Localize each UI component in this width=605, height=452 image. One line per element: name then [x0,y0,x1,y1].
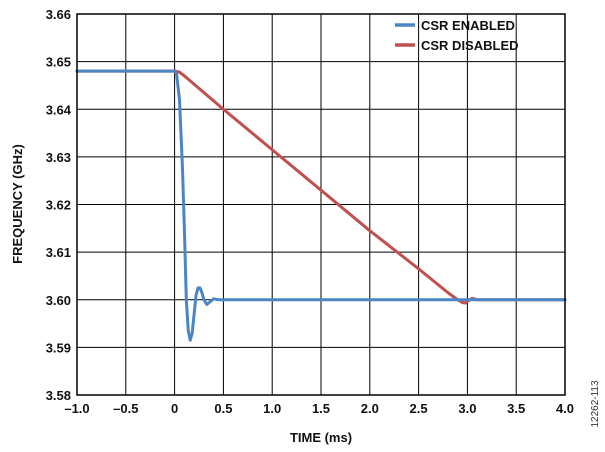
y-axis-title: FREQUENCY (GHz) [10,144,25,264]
y-tick-label: 3.64 [46,102,72,117]
legend-label-csr-enabled: CSR ENABLED [421,18,515,33]
x-tick-label: –0.5 [113,401,138,416]
x-tick-label: 4.0 [556,401,574,416]
x-tick-label: –1.0 [64,401,89,416]
x-tick-label: 3.0 [458,401,476,416]
legend-label-csr-disabled: CSR DISABLED [421,38,519,53]
x-tick-label: 0.5 [214,401,232,416]
x-tick-label: 1.0 [263,401,281,416]
y-tick-label: 3.62 [46,198,71,213]
x-tick-labels: –1.0 –0.5 0 0.5 1.0 1.5 2.0 2.5 3.0 3.5 4.0 [64,401,574,416]
x-tick-label: 0 [171,401,178,416]
y-tick-label: 3.60 [46,293,71,308]
x-tick-label: 2.0 [361,401,379,416]
x-tick-label: 1.5 [312,401,330,416]
legend: CSR ENABLED CSR DISABLED [395,18,519,53]
y-tick-label: 3.59 [46,340,71,355]
y-tick-label: 3.63 [46,150,71,165]
figure-id: 12262-113 [590,380,601,428]
x-axis-title: TIME (ms) [290,430,352,445]
series-layer [75,69,567,342]
x-tick-label: 3.5 [507,401,525,416]
x-tick-label: 2.5 [410,401,428,416]
y-tick-label: 3.65 [46,55,71,70]
series-line-csr-enabled [75,69,567,342]
y-tick-label: 3.58 [46,388,71,403]
y-tick-labels: 3.58 3.59 3.60 3.61 3.62 3.63 3.64 3.65 3.66 [46,7,72,403]
y-tick-label: 3.61 [46,245,71,260]
y-tick-label: 3.66 [46,7,71,22]
plot-frame [76,13,566,396]
